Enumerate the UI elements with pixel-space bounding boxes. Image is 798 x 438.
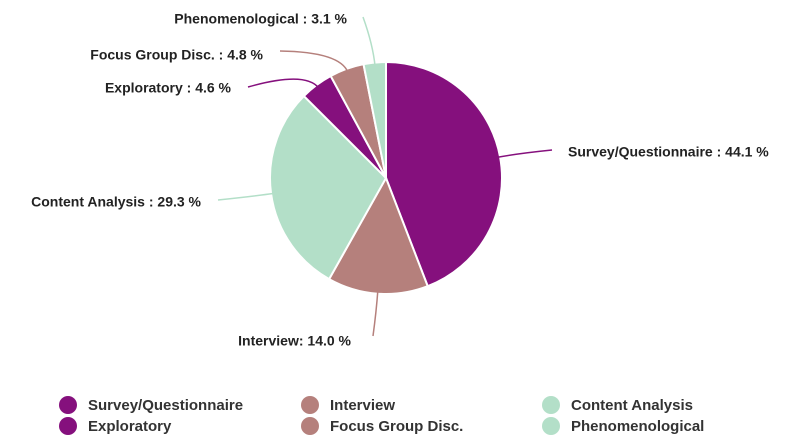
legend-label: Phenomenological: [571, 418, 704, 435]
leader-line: [247, 78, 320, 89]
legend-label: Survey/Questionnaire: [88, 397, 243, 414]
data-label: Focus Group Disc. : 4.8 %: [90, 47, 263, 63]
leader-line: [279, 50, 349, 73]
legend-swatch: [542, 417, 560, 435]
legend-swatch: [59, 396, 77, 414]
data-label: Interview: 14.0 %: [238, 333, 351, 349]
leader-line: [372, 289, 379, 337]
data-label: Phenomenological : 3.1 %: [174, 11, 347, 27]
legend-label: Interview: [330, 397, 395, 414]
legend-swatch: [301, 417, 319, 435]
leader-line: [362, 16, 376, 67]
leader-line: [217, 192, 276, 201]
legend-label: Content Analysis: [571, 397, 693, 414]
legend-swatch: [301, 396, 319, 414]
legend-label: Focus Group Disc.: [330, 418, 463, 435]
legend-label: Exploratory: [88, 418, 172, 435]
data-label: Survey/Questionnaire : 44.1 %: [568, 144, 769, 160]
leader-line: [495, 149, 553, 159]
legend-swatch: [59, 417, 77, 435]
data-label: Exploratory : 4.6 %: [105, 80, 232, 96]
data-label: Content Analysis : 29.3 %: [31, 194, 201, 210]
legend-swatch: [542, 396, 560, 414]
